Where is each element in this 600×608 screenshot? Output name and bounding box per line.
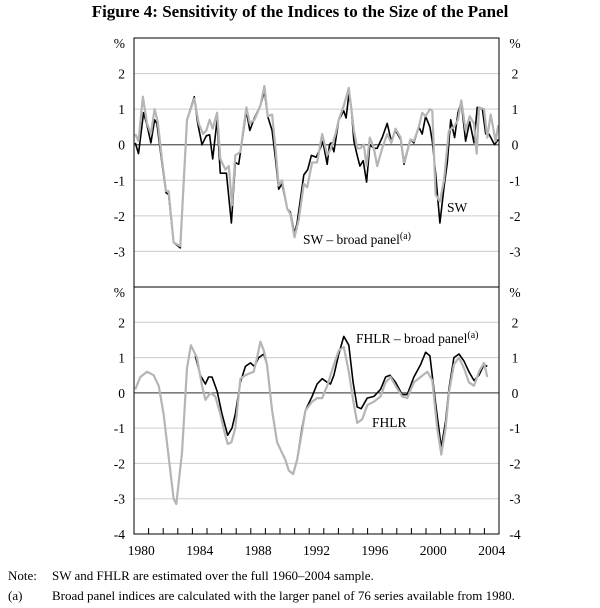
axes: [133, 37, 500, 535]
unit-label-left: %: [114, 36, 125, 51]
chart-title: Figure 4: Sensitivity of the Indices to …: [91, 2, 509, 21]
y-tick-label-left: -2: [114, 209, 125, 224]
y-tick-label-left: 0: [118, 138, 125, 153]
y-tick-label-left: 2: [118, 67, 125, 82]
y-tick-label-left: -2: [114, 456, 125, 471]
y-tick-label-right: 2: [512, 315, 519, 330]
y-tick-label-right: -3: [509, 244, 520, 259]
footnote: (a) Broad panel indices are calculated wi…: [8, 588, 515, 604]
y-tick-label-right: 0: [512, 386, 519, 401]
note-text: SW and FHLR are estimated over the full …: [52, 568, 374, 583]
series-label-sw-broad: SW – broad panel(a): [303, 231, 411, 247]
footnote-lead: (a): [8, 588, 23, 603]
y-tick-label-left: 1: [118, 351, 125, 366]
tick-labels: 2 2 1 1 0 0 -1 -1 -2 -2 -3 -3% % 2 2 1 1 0 0 -1 -1 -2 -2 -3 -3 -4…: [114, 36, 521, 558]
unit-label-right: %: [509, 285, 520, 300]
series-line-fhlr-broad-panel: [194, 335, 488, 475]
y-tick-label-right: -1: [509, 173, 520, 188]
y-tick-label-left: -4: [114, 527, 125, 542]
note: Note: SW and FHLR are estimated over the …: [8, 568, 374, 584]
y-tick-label-right: 1: [512, 351, 519, 366]
y-tick-label-left: -1: [114, 421, 125, 436]
y-tick-label-left: -3: [114, 244, 125, 259]
unit-label-left: %: [114, 285, 125, 300]
y-tick-label-right: -2: [509, 456, 520, 471]
y-tick-label-right: -3: [509, 492, 520, 507]
series-line-fhlr: [134, 340, 489, 506]
series-label-sw: SW: [447, 200, 468, 215]
series-line-sw: [134, 84, 500, 248]
x-tick-label: 1980: [128, 543, 155, 558]
y-tick-label-right: 2: [512, 67, 519, 82]
series-label-fhlr: FHLR: [372, 415, 407, 430]
series-lines: [134, 84, 500, 506]
plot-frame: [133, 37, 500, 535]
y-tick-label-right: -1: [509, 421, 520, 436]
x-tick-label: 2000: [420, 543, 447, 558]
y-tick-label-right: 0: [512, 138, 519, 153]
x-tick-label: 1984: [186, 543, 213, 558]
y-tick-label-right: 1: [512, 102, 519, 117]
x-tick-label: 1996: [361, 543, 388, 558]
y-tick-label-left: 0: [118, 386, 125, 401]
x-tick-label: 1992: [303, 543, 330, 558]
y-tick-label-right: -4: [509, 527, 520, 542]
x-tick-label: 2004: [478, 543, 505, 558]
x-tick-label: 1988: [245, 543, 272, 558]
footnote-text: Broad panel indices are calculated with …: [52, 588, 515, 603]
y-tick-label-left: -3: [114, 492, 125, 507]
unit-label-right: %: [509, 36, 520, 51]
note-lead: Note:: [8, 568, 37, 583]
y-tick-label-right: -2: [509, 209, 520, 224]
series-line-sw-broad-panel: [134, 90, 499, 249]
y-tick-label-left: 1: [118, 102, 125, 117]
series-label-fhlr-broad: FHLR – broad panel(a): [356, 330, 478, 346]
y-tick-label-left: 2: [118, 315, 125, 330]
y-tick-label-left: -1: [114, 173, 125, 188]
gridlines: [134, 73, 499, 500]
